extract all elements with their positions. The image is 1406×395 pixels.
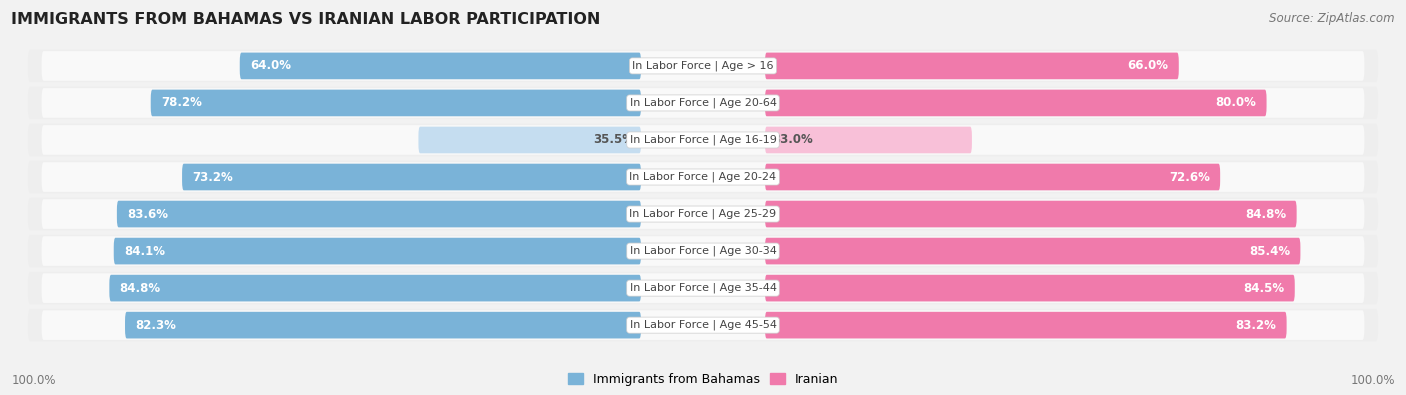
Text: In Labor Force | Age > 16: In Labor Force | Age > 16 — [633, 61, 773, 71]
Text: Source: ZipAtlas.com: Source: ZipAtlas.com — [1270, 12, 1395, 25]
Text: In Labor Force | Age 45-54: In Labor Force | Age 45-54 — [630, 320, 776, 330]
Text: 85.4%: 85.4% — [1249, 245, 1291, 258]
Text: IMMIGRANTS FROM BAHAMAS VS IRANIAN LABOR PARTICIPATION: IMMIGRANTS FROM BAHAMAS VS IRANIAN LABOR… — [11, 12, 600, 27]
Text: In Labor Force | Age 25-29: In Labor Force | Age 25-29 — [630, 209, 776, 219]
FancyBboxPatch shape — [28, 198, 1378, 230]
FancyBboxPatch shape — [765, 90, 1267, 116]
Text: In Labor Force | Age 20-24: In Labor Force | Age 20-24 — [630, 172, 776, 182]
FancyBboxPatch shape — [240, 53, 641, 79]
Text: 33.0%: 33.0% — [772, 134, 813, 147]
Text: 84.5%: 84.5% — [1243, 282, 1285, 295]
Text: In Labor Force | Age 20-64: In Labor Force | Age 20-64 — [630, 98, 776, 108]
FancyBboxPatch shape — [28, 235, 1378, 267]
Legend: Immigrants from Bahamas, Iranian: Immigrants from Bahamas, Iranian — [562, 368, 844, 391]
FancyBboxPatch shape — [765, 238, 1301, 264]
Text: 82.3%: 82.3% — [135, 319, 176, 332]
Text: 73.2%: 73.2% — [193, 171, 233, 184]
Text: 84.8%: 84.8% — [120, 282, 160, 295]
FancyBboxPatch shape — [28, 272, 1378, 305]
Text: 35.5%: 35.5% — [593, 134, 634, 147]
FancyBboxPatch shape — [42, 125, 1364, 155]
Text: In Labor Force | Age 30-34: In Labor Force | Age 30-34 — [630, 246, 776, 256]
FancyBboxPatch shape — [42, 310, 1364, 340]
FancyBboxPatch shape — [150, 90, 641, 116]
FancyBboxPatch shape — [419, 127, 641, 153]
Text: 84.8%: 84.8% — [1246, 207, 1286, 220]
FancyBboxPatch shape — [117, 201, 641, 228]
FancyBboxPatch shape — [42, 88, 1364, 118]
FancyBboxPatch shape — [42, 162, 1364, 192]
FancyBboxPatch shape — [42, 199, 1364, 229]
FancyBboxPatch shape — [765, 312, 1286, 339]
Text: 72.6%: 72.6% — [1168, 171, 1209, 184]
Text: 83.6%: 83.6% — [127, 207, 169, 220]
Text: 78.2%: 78.2% — [162, 96, 202, 109]
FancyBboxPatch shape — [42, 51, 1364, 81]
Text: 84.1%: 84.1% — [124, 245, 165, 258]
Text: 83.2%: 83.2% — [1236, 319, 1277, 332]
FancyBboxPatch shape — [765, 53, 1178, 79]
Text: In Labor Force | Age 16-19: In Labor Force | Age 16-19 — [630, 135, 776, 145]
FancyBboxPatch shape — [765, 164, 1220, 190]
Text: 80.0%: 80.0% — [1215, 96, 1256, 109]
FancyBboxPatch shape — [765, 275, 1295, 301]
FancyBboxPatch shape — [28, 161, 1378, 193]
FancyBboxPatch shape — [28, 50, 1378, 82]
FancyBboxPatch shape — [765, 201, 1296, 228]
FancyBboxPatch shape — [28, 309, 1378, 341]
FancyBboxPatch shape — [765, 127, 972, 153]
FancyBboxPatch shape — [110, 275, 641, 301]
FancyBboxPatch shape — [42, 273, 1364, 303]
FancyBboxPatch shape — [42, 236, 1364, 266]
FancyBboxPatch shape — [28, 124, 1378, 156]
FancyBboxPatch shape — [183, 164, 641, 190]
FancyBboxPatch shape — [28, 87, 1378, 119]
FancyBboxPatch shape — [125, 312, 641, 339]
Text: 100.0%: 100.0% — [11, 374, 56, 387]
FancyBboxPatch shape — [114, 238, 641, 264]
Text: 66.0%: 66.0% — [1128, 59, 1168, 72]
Text: 64.0%: 64.0% — [250, 59, 291, 72]
Text: 100.0%: 100.0% — [1350, 374, 1395, 387]
Text: In Labor Force | Age 35-44: In Labor Force | Age 35-44 — [630, 283, 776, 293]
